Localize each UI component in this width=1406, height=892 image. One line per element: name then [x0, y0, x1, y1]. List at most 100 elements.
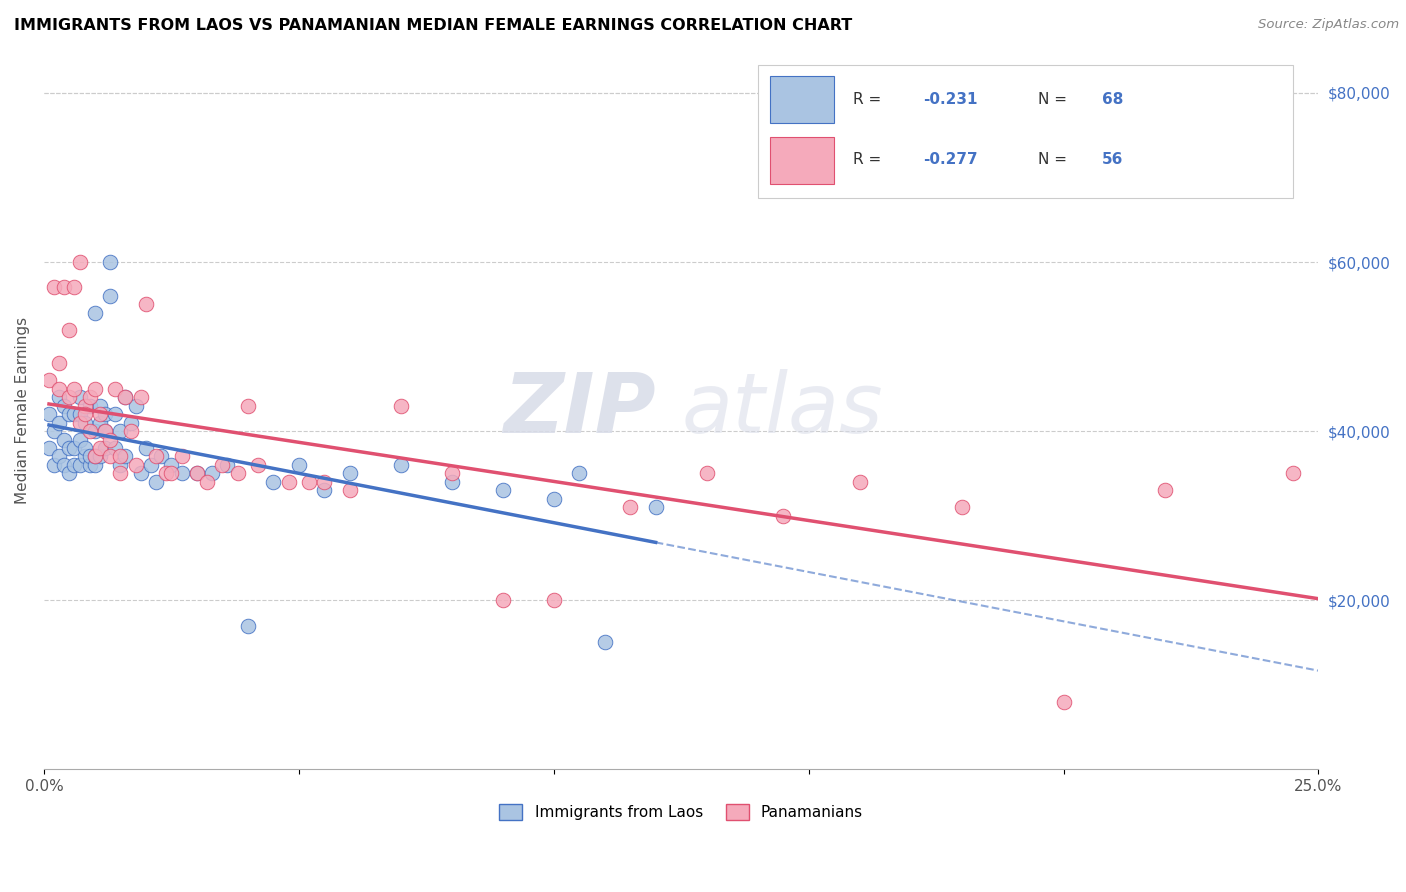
Point [89, 416, 111, 430]
Point [69, 416, 91, 430]
Y-axis label: Median Female Earnings: Median Female Earnings [15, 317, 30, 504]
Point [73, 441, 96, 455]
Text: atlas: atlas [681, 369, 883, 450]
Point [389, 399, 412, 413]
Point [83, 424, 105, 438]
Point [389, 458, 412, 472]
Point [114, 450, 136, 464]
Point [160, 467, 183, 481]
Point [1282, 467, 1305, 481]
Point [63, 458, 86, 472]
Point [38, 441, 60, 455]
Point [48, 416, 70, 430]
Point [696, 467, 718, 481]
Point [73, 450, 96, 464]
Point [38, 407, 60, 421]
Point [79, 390, 101, 404]
Point [139, 458, 162, 472]
Point [543, 593, 565, 607]
Point [110, 424, 132, 438]
Point [42, 458, 65, 472]
FancyBboxPatch shape [758, 65, 1294, 198]
Text: N =: N = [1038, 153, 1071, 168]
Point [950, 500, 973, 515]
Point [129, 390, 152, 404]
Text: R =: R = [853, 153, 886, 168]
Point [277, 475, 299, 489]
Point [236, 399, 259, 413]
Point [79, 399, 101, 413]
Point [848, 475, 870, 489]
Point [110, 467, 132, 481]
Point [492, 483, 515, 498]
Point [236, 618, 259, 632]
Point [94, 424, 117, 438]
Point [1154, 483, 1177, 498]
Point [772, 508, 794, 523]
Point [135, 297, 157, 311]
Text: R =: R = [853, 92, 886, 107]
Point [94, 441, 117, 455]
Point [69, 433, 91, 447]
Point [339, 467, 361, 481]
Point [89, 399, 111, 413]
Point [120, 424, 142, 438]
Point [170, 467, 193, 481]
FancyBboxPatch shape [770, 136, 834, 184]
Text: ZIP: ZIP [503, 369, 655, 450]
Point [104, 407, 127, 421]
Point [247, 458, 270, 472]
Point [262, 475, 284, 489]
Point [58, 390, 80, 404]
Point [63, 441, 86, 455]
Point [124, 399, 146, 413]
Point [83, 306, 105, 320]
Point [69, 390, 91, 404]
Point [186, 467, 208, 481]
Point [83, 450, 105, 464]
Point [73, 407, 96, 421]
Text: Source: ZipAtlas.com: Source: ZipAtlas.com [1258, 18, 1399, 31]
Point [69, 458, 91, 472]
Point [69, 407, 91, 421]
Point [150, 450, 173, 464]
Point [110, 450, 132, 464]
FancyBboxPatch shape [770, 76, 834, 122]
Point [98, 255, 121, 269]
Point [211, 458, 233, 472]
Point [339, 483, 361, 498]
Point [129, 467, 152, 481]
Point [195, 475, 218, 489]
Point [79, 450, 101, 464]
Point [298, 475, 321, 489]
Legend: Immigrants from Laos, Panamanians: Immigrants from Laos, Panamanians [494, 798, 869, 826]
Point [38, 373, 60, 387]
Point [48, 382, 70, 396]
Point [104, 382, 127, 396]
Text: 68: 68 [1102, 92, 1123, 107]
Text: -0.231: -0.231 [924, 92, 977, 107]
Point [83, 382, 105, 396]
Point [79, 424, 101, 438]
Point [53, 399, 76, 413]
Point [94, 407, 117, 421]
Point [120, 416, 142, 430]
Point [98, 433, 121, 447]
Text: -0.277: -0.277 [924, 153, 979, 168]
Point [440, 467, 463, 481]
Point [98, 289, 121, 303]
Point [89, 450, 111, 464]
Point [568, 467, 591, 481]
Point [48, 390, 70, 404]
Point [644, 500, 666, 515]
Text: IMMIGRANTS FROM LAOS VS PANAMANIAN MEDIAN FEMALE EARNINGS CORRELATION CHART: IMMIGRANTS FROM LAOS VS PANAMANIAN MEDIA… [14, 18, 852, 33]
Point [170, 450, 193, 464]
Point [314, 475, 336, 489]
Point [160, 458, 183, 472]
Point [89, 407, 111, 421]
Point [53, 433, 76, 447]
Point [440, 475, 463, 489]
Point [58, 467, 80, 481]
Point [314, 483, 336, 498]
Point [63, 280, 86, 294]
